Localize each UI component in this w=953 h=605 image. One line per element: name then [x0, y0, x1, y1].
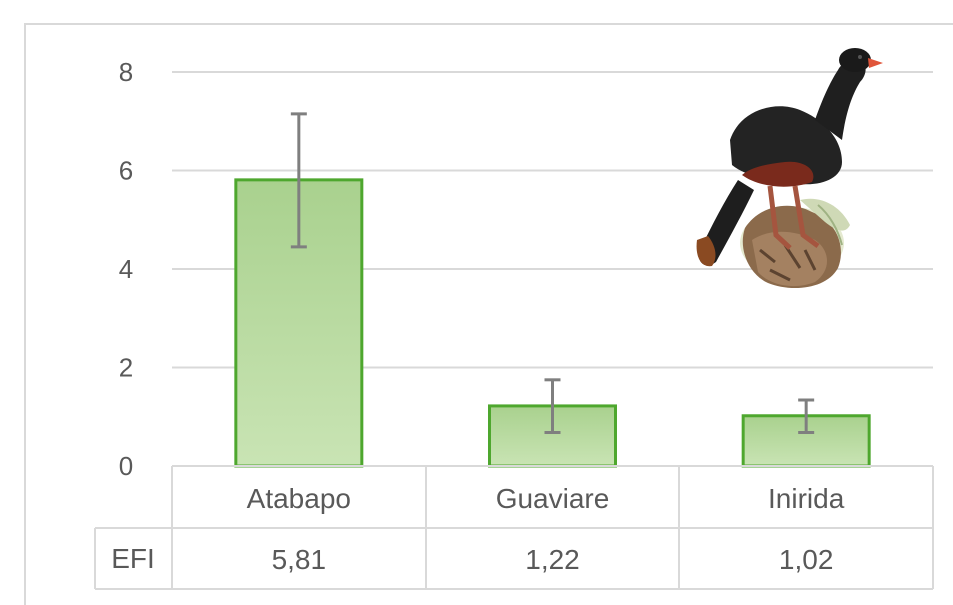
category-label: Guaviare	[496, 483, 610, 514]
error-bar-guaviare	[544, 378, 561, 435]
chart-border	[24, 23, 953, 605]
y-tick-label: 8	[119, 57, 133, 87]
curassow-bird-illustration	[696, 48, 883, 289]
error-bar-atabapo	[290, 112, 307, 249]
y-tick-label: 6	[119, 156, 133, 186]
y-tick-label: 0	[119, 451, 133, 481]
y-tick-label: 4	[119, 254, 133, 284]
error-bar-inirida	[798, 398, 815, 435]
category-table	[94, 465, 934, 590]
efi-value: 1,22	[525, 544, 580, 575]
category-label: Atabapo	[247, 483, 351, 514]
y-axis-ticks: 0 2 4 6 8	[119, 57, 133, 481]
y-tick-label: 2	[119, 353, 133, 383]
efi-value: 1,02	[779, 544, 834, 575]
category-label: Inirida	[768, 483, 845, 514]
error-bars	[290, 112, 815, 435]
efi-value: 5,81	[272, 544, 327, 575]
efi-values: 5,81 1,22 1,02	[272, 544, 834, 575]
category-labels: Atabapo Guaviare Inirida	[247, 483, 845, 514]
table-row-label: EFI	[111, 543, 155, 574]
